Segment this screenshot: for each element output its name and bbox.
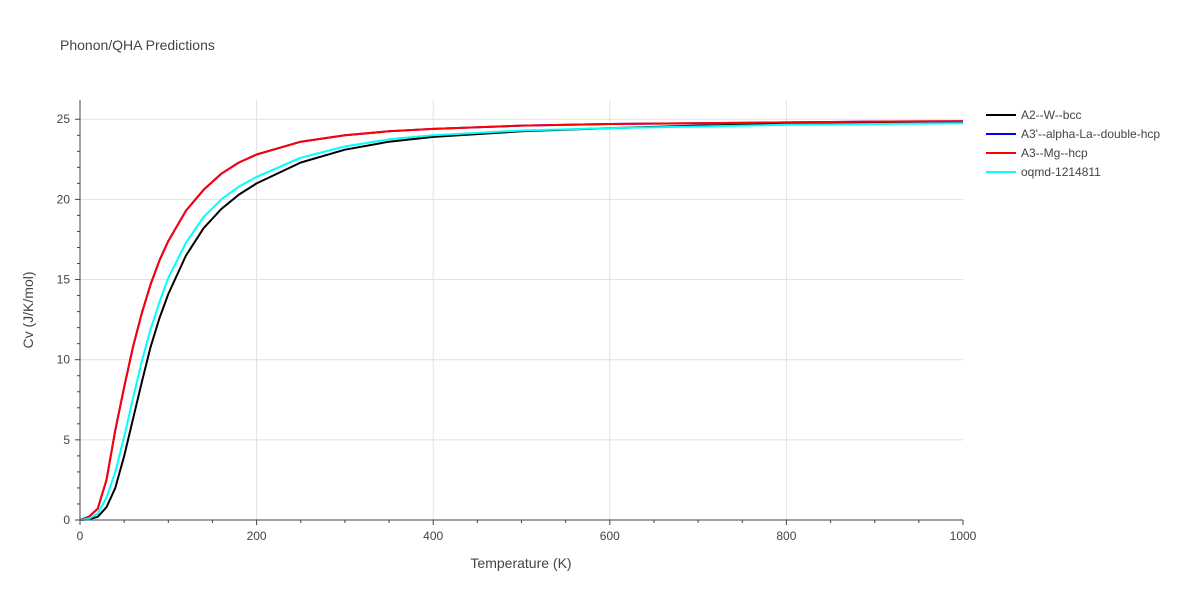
legend-label: A2--W--bcc	[1021, 108, 1081, 122]
y-tick-label: 25	[57, 112, 71, 126]
x-tick-label: 800	[776, 529, 796, 543]
x-tick-label: 400	[423, 529, 443, 543]
legend-label: A3'--alpha-La--double-hcp	[1021, 127, 1160, 141]
series-line	[79, 120, 964, 521]
plot-area	[79, 120, 964, 521]
legend-item[interactable]: A2--W--bcc	[986, 108, 1081, 122]
legend-label: oqmd-1214811	[1021, 165, 1101, 179]
x-tick-label: 1000	[950, 529, 977, 543]
y-tick-label: 20	[57, 192, 71, 206]
legend-label: A3--Mg--hcp	[1021, 146, 1088, 160]
y-tick-label: 0	[63, 513, 70, 527]
y-tick-label: 10	[57, 353, 71, 367]
chart-title: Phonon/QHA Predictions	[60, 37, 215, 53]
x-tick-label: 200	[247, 529, 267, 543]
x-axis-label: Temperature (K)	[470, 555, 571, 571]
y-axis-label: Cv (J/K/mol)	[20, 272, 36, 349]
tick-labels: 0 200 400 600 800 1000 0 5 10 15 20 25	[57, 112, 977, 543]
y-tick-label: 5	[63, 433, 70, 447]
x-tick-label: 600	[600, 529, 620, 543]
legend[interactable]: A2--W--bcc A3'--alpha-La--double-hcp A3--M…	[986, 108, 1160, 179]
y-tick-label: 15	[57, 273, 71, 287]
legend-item[interactable]: A3'--alpha-La--double-hcp	[986, 127, 1160, 141]
axes	[75, 100, 964, 525]
series-line	[79, 122, 964, 521]
x-tick-label: 0	[77, 529, 84, 543]
legend-item[interactable]: oqmd-1214811	[986, 165, 1101, 179]
legend-item[interactable]: A3--Mg--hcp	[986, 146, 1088, 160]
grid	[80, 100, 963, 520]
